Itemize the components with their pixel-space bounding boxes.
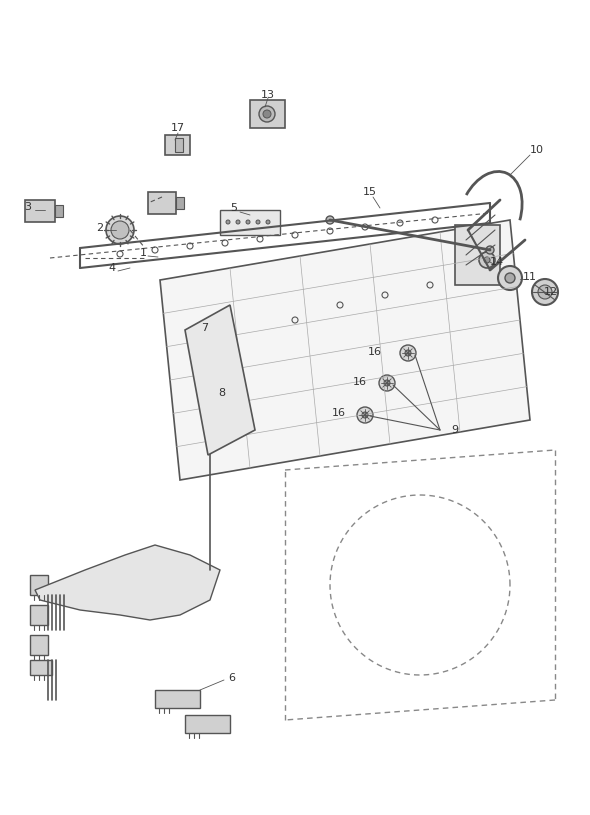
- Text: 12: 12: [544, 287, 558, 297]
- Circle shape: [379, 375, 395, 391]
- Text: 16: 16: [353, 377, 367, 387]
- Circle shape: [357, 407, 373, 423]
- Circle shape: [226, 220, 230, 224]
- Bar: [455, 225, 500, 285]
- Circle shape: [106, 216, 134, 244]
- Circle shape: [532, 279, 558, 305]
- Circle shape: [326, 216, 334, 224]
- Circle shape: [486, 246, 494, 254]
- Circle shape: [362, 412, 368, 418]
- Bar: [55, 205, 63, 217]
- Circle shape: [263, 110, 271, 118]
- Circle shape: [498, 266, 522, 290]
- Text: 5: 5: [231, 203, 238, 213]
- Bar: [250, 100, 285, 128]
- Circle shape: [505, 273, 515, 283]
- Circle shape: [236, 220, 240, 224]
- Text: 11: 11: [523, 272, 537, 282]
- Bar: [25, 200, 55, 222]
- Text: 15: 15: [363, 187, 377, 197]
- Text: 7: 7: [201, 323, 208, 333]
- Text: 1: 1: [139, 248, 146, 258]
- Circle shape: [246, 220, 250, 224]
- Circle shape: [259, 106, 275, 122]
- Circle shape: [538, 285, 552, 299]
- Bar: [220, 210, 280, 235]
- Bar: [30, 660, 52, 675]
- Bar: [30, 575, 48, 595]
- Bar: [165, 135, 190, 155]
- Circle shape: [479, 252, 495, 268]
- Bar: [175, 138, 183, 152]
- Circle shape: [266, 220, 270, 224]
- Circle shape: [484, 257, 490, 263]
- Text: 3: 3: [25, 202, 31, 212]
- Polygon shape: [35, 545, 220, 620]
- Text: 17: 17: [171, 123, 185, 133]
- Polygon shape: [185, 305, 255, 455]
- Text: 6: 6: [228, 673, 235, 683]
- Text: 13: 13: [261, 90, 275, 100]
- Circle shape: [256, 220, 260, 224]
- Bar: [176, 197, 184, 209]
- Bar: [185, 715, 230, 733]
- Text: 8: 8: [218, 388, 225, 398]
- Bar: [148, 192, 176, 214]
- Polygon shape: [160, 220, 530, 480]
- Circle shape: [111, 221, 129, 239]
- Text: 4: 4: [109, 263, 116, 273]
- Text: 2: 2: [96, 223, 104, 233]
- Text: 16: 16: [368, 347, 382, 357]
- Text: 9: 9: [451, 425, 458, 435]
- Bar: [155, 690, 200, 708]
- Text: 14: 14: [490, 257, 504, 267]
- Bar: [30, 635, 48, 655]
- Circle shape: [384, 380, 390, 386]
- Text: 16: 16: [332, 408, 346, 418]
- Circle shape: [400, 345, 416, 361]
- Bar: [30, 605, 48, 625]
- Circle shape: [208, 388, 218, 398]
- Text: 10: 10: [530, 145, 544, 155]
- Bar: [210, 388, 222, 398]
- Circle shape: [405, 350, 411, 356]
